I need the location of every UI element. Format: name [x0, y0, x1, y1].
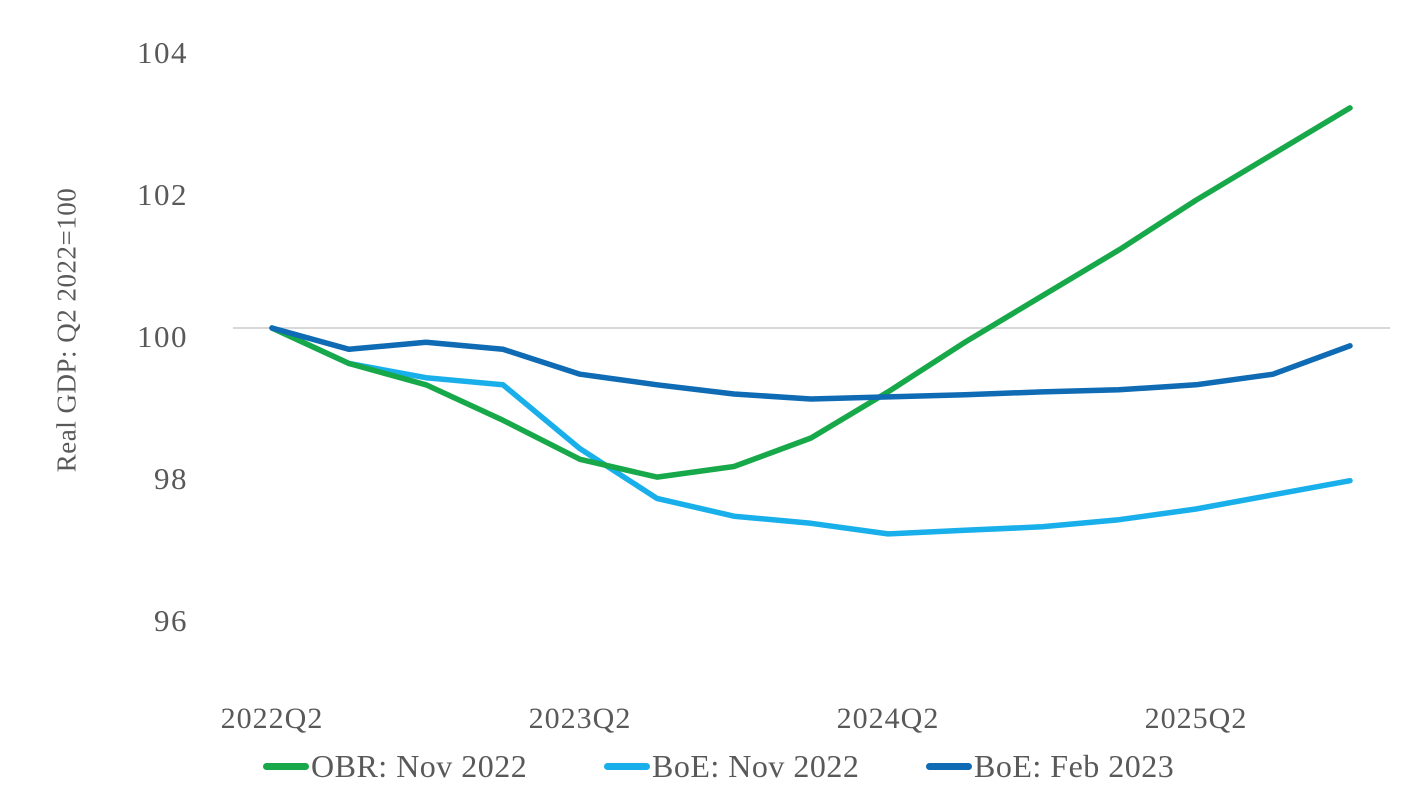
series-line-boe-feb-2023 [269, 325, 1353, 402]
series-line-obr-nov-2022 [269, 105, 1353, 480]
y-tick-label-102: 102 [137, 177, 188, 212]
boe-feb-2023-line-swatch [926, 762, 972, 770]
y-tick-label-104: 104 [137, 35, 188, 70]
x-tick-label-2025q2: 2025Q2 [1144, 702, 1248, 735]
legend-label: BoE: Nov 2022 [652, 747, 860, 784]
legend-label: BoE: Feb 2023 [974, 747, 1175, 784]
y-tick-label-96: 96 [154, 603, 188, 638]
legend-item-boe-nov-2022: BoE: Nov 2022 [604, 745, 859, 787]
y-tick-label-100: 100 [137, 319, 188, 354]
boe-nov-2022-line-swatch [604, 762, 650, 770]
legend-item-obr-nov-2022: OBR: Nov 2022 [263, 745, 527, 787]
x-tick-label-2022q2: 2022Q2 [220, 702, 324, 735]
legend: OBR: Nov 2022 BoE: Nov 2022 BoE: Feb 202… [0, 745, 1404, 787]
y-tick-label-98: 98 [154, 461, 188, 496]
series-line-boe-nov-2022 [269, 325, 1353, 537]
legend-item-boe-feb-2023: BoE: Feb 2023 [926, 745, 1174, 787]
y-axis-title: Real GDP: Q2 2022=100 [51, 187, 82, 473]
x-tick-label-2024q2: 2024Q2 [836, 702, 940, 735]
legend-label: OBR: Nov 2022 [311, 747, 528, 784]
obr-nov-2022-line-swatch [263, 762, 309, 770]
x-tick-label-2023q2: 2023Q2 [528, 702, 632, 735]
